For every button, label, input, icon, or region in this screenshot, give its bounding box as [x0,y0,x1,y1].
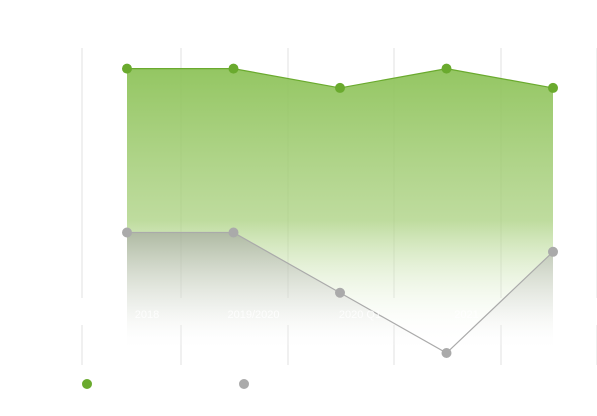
series-2-point[interactable] [548,246,558,257]
x-tick-label: 2019/2020 [228,309,280,321]
legend-item-series-1[interactable] [82,377,239,391]
series-1-point[interactable] [441,63,452,74]
series-points [122,63,558,359]
x-axis-ticks: 2018 2019/2020 2020 Q1 2021 2022 [135,309,585,321]
x-tick-label: 2022 [561,309,585,321]
legend [82,377,396,391]
legend-swatch-series-1 [82,379,92,389]
series-1-point[interactable] [228,63,239,74]
series-1-point[interactable] [548,82,558,93]
series-2-point[interactable] [335,287,345,298]
series-1-point[interactable] [122,63,132,74]
x-tick-label: 2021 [454,309,478,321]
series-2-point[interactable] [228,227,239,238]
series-2-point[interactable] [441,348,452,359]
series-2-point[interactable] [122,227,132,238]
x-tick-label: 2020 Q1 [339,309,381,321]
series-1-point[interactable] [335,82,345,93]
legend-item-series-2[interactable] [239,377,396,391]
legend-swatch-series-2 [239,379,249,389]
x-tick-label: 2018 [135,309,159,321]
